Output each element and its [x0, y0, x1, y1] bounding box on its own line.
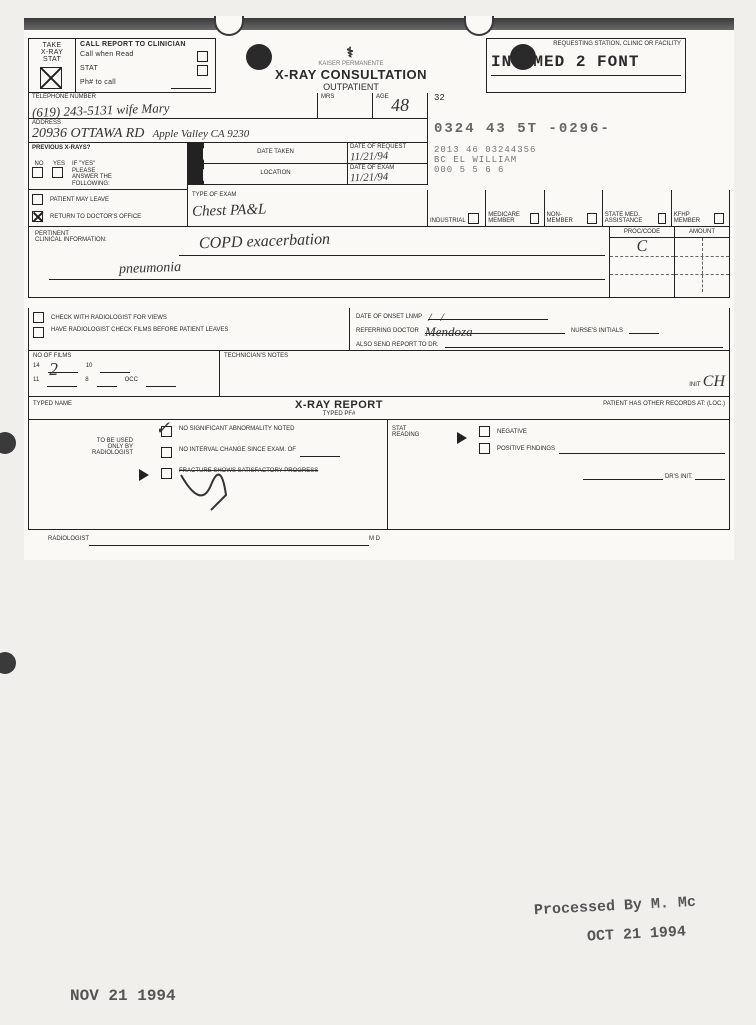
- form-subtitle: OUTPATIENT: [216, 82, 486, 92]
- date-request-value[interactable]: 11/21/94: [350, 149, 425, 164]
- init-label: INIT: [689, 382, 700, 388]
- no-interval-change-checkbox[interactable]: [161, 447, 172, 458]
- patient-may-leave-label: PATIENT MAY LEAVE: [50, 197, 109, 203]
- clinical-value-2[interactable]: pneumonia: [119, 260, 182, 278]
- md-label: M D: [369, 536, 380, 546]
- no-abnormality-label: NO SIGNIFICANT ABNORMALITY NOTED: [179, 426, 294, 437]
- type-of-exam-value[interactable]: Chest PA&L: [192, 196, 423, 221]
- date-taken-label: DATE TAKEN: [257, 149, 294, 155]
- mrs-label: MRS: [321, 94, 369, 100]
- radiologist-sig-label: RADIOLOGIST: [48, 536, 89, 546]
- state-med-checkbox[interactable]: [658, 213, 666, 224]
- kfhp-label: KFHP MEMBER: [674, 212, 712, 224]
- clinical-value-1[interactable]: COPD exacerbation: [199, 231, 331, 254]
- films-occ: OCC: [125, 377, 138, 387]
- previous-xrays-label: PREVIOUS X-RAYS?: [32, 145, 184, 151]
- date-stamp-2: NOV 21 1994: [70, 987, 176, 1005]
- processed-by-stamp: Processed By M. Mc: [534, 894, 697, 919]
- drs-init-label: DR'S INIT.: [665, 474, 693, 480]
- check-films-checkbox[interactable]: [33, 327, 44, 338]
- no-of-films-label: NO OF FILMS: [33, 353, 215, 359]
- to-be-used-3: RADIOLOGIST: [35, 450, 133, 456]
- industrial-label: INDUSTRIAL: [430, 218, 466, 224]
- films-11: 11: [33, 377, 39, 387]
- tech-notes-label: TECHNICIAN'S NOTES: [224, 353, 655, 359]
- films-14: 14: [33, 363, 40, 373]
- industrial-checkbox[interactable]: [468, 213, 479, 224]
- patient-may-leave-checkbox[interactable]: [32, 194, 43, 205]
- referring-doctor-label: REFERRING DOCTOR: [356, 328, 419, 334]
- check-films-label: HAVE RADIOLOGIST CHECK FILMS BEFORE PATI…: [51, 327, 228, 334]
- call-report-header: CALL REPORT TO CLINICIAN: [80, 41, 211, 48]
- location-label: LOCATION: [260, 170, 290, 176]
- id-line-3: BC EL WILLIAM: [434, 155, 724, 165]
- call-stat-checkbox[interactable]: [197, 65, 208, 76]
- prev-note-3: ANSWER THE: [72, 174, 112, 181]
- positive-label: POSITIVE FINDINGS: [497, 446, 555, 452]
- take-xray-label-2: X-RAY: [32, 49, 72, 56]
- call-phone-label: Ph# to call: [80, 79, 116, 89]
- state-med-label: STATE MED. ASSISTANCE: [605, 212, 656, 224]
- return-to-office-label: RETURN TO DOCTOR'S OFFICE: [50, 214, 141, 221]
- age-value[interactable]: 48: [391, 95, 410, 117]
- non-member-checkbox[interactable]: [587, 213, 597, 224]
- nurse-initials-label: NURSE'S INITIALS: [571, 328, 623, 334]
- prev-note-1: IF "YES": [72, 161, 112, 168]
- negative-checkbox[interactable]: [479, 426, 490, 437]
- id-line-4: 000 5 5 6 6: [434, 165, 724, 175]
- id-line-2: 2013 46 03244356: [434, 145, 724, 155]
- prev-note-4: FOLLOWING:: [72, 181, 112, 188]
- no-interval-change-label: NO INTERVAL CHANGE SINCE EXAM. OF: [179, 447, 296, 458]
- call-stat-label: STAT: [80, 65, 98, 76]
- id-line-1: 0324 43 5T -0296-: [434, 121, 724, 137]
- address-value[interactable]: 20936 OTTAWA RD: [32, 126, 144, 141]
- reading-label: READING: [392, 432, 453, 438]
- referring-doctor-value[interactable]: Mendoza: [425, 324, 473, 339]
- check-radiologist-views-label: CHECK WITH RADIOLOGIST FOR VIEWS: [51, 315, 167, 321]
- city-value[interactable]: Apple Valley CA 9230: [153, 128, 250, 140]
- take-xray-stat-checkbox[interactable]: [40, 67, 62, 89]
- kfhp-checkbox[interactable]: [714, 213, 724, 224]
- call-when-read-label: Call when Read: [80, 51, 134, 62]
- requesting-station-label: REQUESTING STATION, CLINIC OR FACILITY: [491, 41, 681, 47]
- take-xray-label-3: STAT: [32, 56, 72, 63]
- non-member-label: NON-MEMBER: [547, 212, 585, 224]
- films-10: 10: [86, 363, 93, 373]
- requesting-station-value: INT MED 2 FONT: [491, 53, 681, 71]
- typed-name-label: TYPED NAME: [33, 401, 105, 407]
- time-stamp: 32: [434, 93, 445, 103]
- negative-label: NEGATIVE: [497, 429, 527, 435]
- films-8: 8: [85, 377, 88, 387]
- typed-pf-label: TYPED PF#: [111, 411, 567, 417]
- prev-note-2: PLEASE: [72, 168, 112, 175]
- call-when-read-checkbox[interactable]: [197, 51, 208, 62]
- date-exam-value[interactable]: 11/21/94: [350, 170, 425, 185]
- xray-report-title: X-RAY REPORT: [111, 399, 567, 411]
- also-send-label: ALSO SEND REPORT TO DR.: [356, 342, 439, 348]
- onset-label: DATE OF ONSET LNMP: [356, 314, 422, 320]
- date-stamp-1: OCT 21 1994: [587, 923, 687, 945]
- medicare-label: MEDICARE MEMBER: [488, 212, 528, 224]
- init-value[interactable]: CH: [703, 373, 725, 390]
- medicare-checkbox[interactable]: [530, 213, 538, 224]
- prev-no-checkbox[interactable]: [32, 167, 43, 178]
- amount-label: AMOUNT: [675, 227, 729, 238]
- positive-checkbox[interactable]: [479, 443, 490, 454]
- return-to-office-checkbox[interactable]: [32, 211, 43, 222]
- other-records-label: PATIENT HAS OTHER RECORDS AT: (LOC.): [573, 401, 725, 407]
- take-xray-label-1: TAKE: [32, 42, 72, 49]
- check-radiologist-views-checkbox[interactable]: [33, 312, 44, 323]
- prev-yes-checkbox[interactable]: [52, 167, 63, 178]
